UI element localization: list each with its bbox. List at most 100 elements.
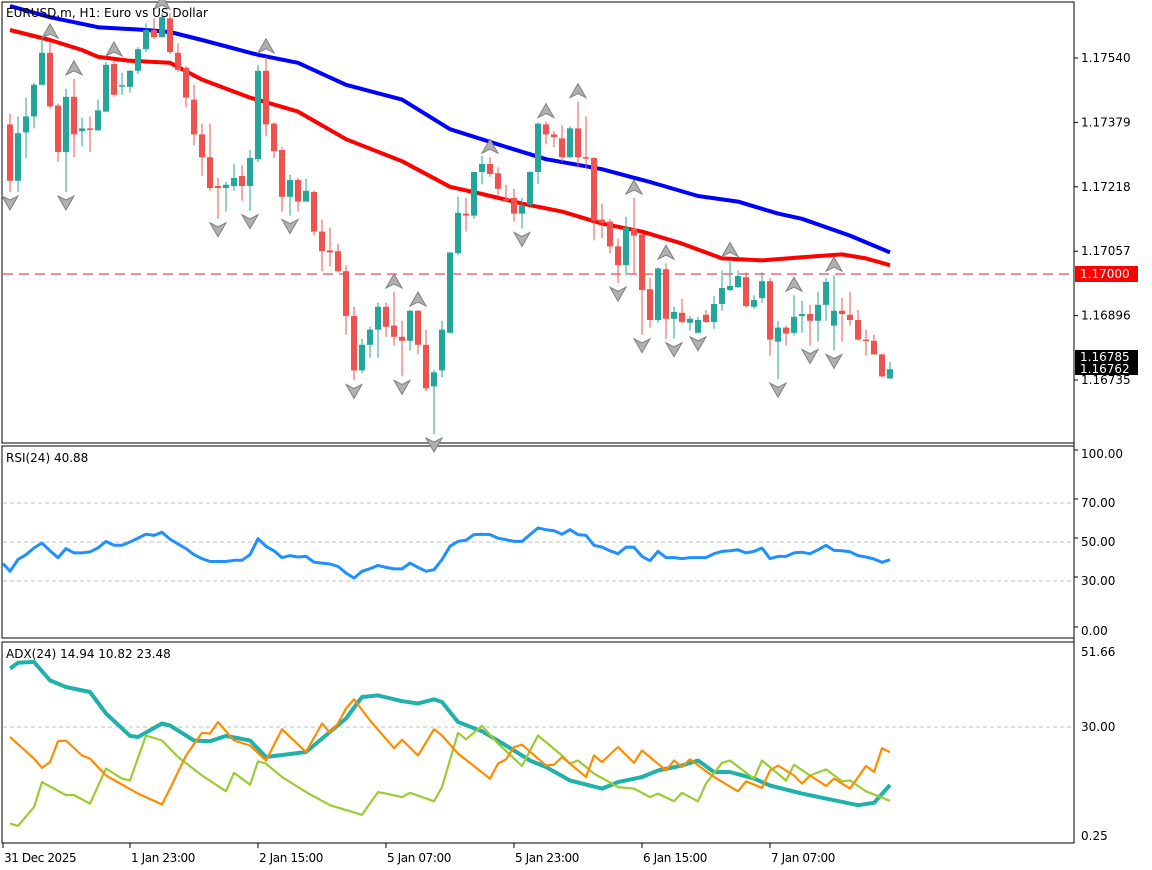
candle (287, 174, 293, 216)
candle (135, 47, 141, 74)
candle (79, 117, 85, 147)
candle (383, 302, 389, 337)
price-plot (0, 0, 1073, 454)
candle-body (623, 227, 629, 266)
candle (439, 320, 445, 378)
candle-body (839, 310, 845, 314)
candle-body (295, 180, 301, 202)
candle-body (407, 310, 413, 341)
candle (543, 121, 549, 145)
candle (519, 198, 525, 229)
candle-body (495, 173, 501, 189)
candle (159, 13, 165, 38)
price-tick-label: 1.16735 (1081, 373, 1131, 387)
candle (679, 298, 685, 324)
candle-body (335, 251, 341, 272)
candle-body (583, 157, 589, 159)
adx-tick-label: 51.66 (1081, 645, 1115, 659)
candle (375, 302, 381, 358)
candle (583, 116, 589, 168)
candle-body (719, 288, 725, 304)
candle (591, 157, 597, 241)
candle-body (487, 164, 493, 174)
candle (399, 320, 405, 377)
level-price-badge (1075, 266, 1138, 282)
candle (647, 278, 653, 328)
candle-body (559, 138, 565, 158)
fractal-down-arrow-icon (344, 383, 364, 400)
candle (223, 182, 229, 212)
candle-body (7, 124, 13, 181)
fractal-up-arrow-icon (656, 244, 676, 261)
fractal-down-arrow-icon (632, 337, 652, 354)
candle-body (855, 320, 861, 340)
candle (767, 278, 773, 356)
candle (695, 316, 701, 333)
candle-body (343, 271, 349, 316)
candle (303, 178, 309, 202)
current-price-label: 1.16762 (1080, 362, 1130, 376)
candle (847, 292, 853, 326)
candle-body (575, 128, 581, 158)
level-price-label: 1.17000 (1080, 267, 1130, 281)
candle (447, 252, 453, 334)
fractal-up-arrow-icon (40, 22, 60, 40)
fractal-down-arrow-icon (280, 218, 300, 235)
price-tick-label: 1.17379 (1081, 115, 1131, 129)
fractal-up-arrow-icon (824, 256, 844, 273)
candle-body (887, 369, 893, 379)
candle (735, 270, 741, 288)
candle-body (39, 52, 45, 85)
candle-body (375, 306, 381, 330)
candle (887, 361, 893, 380)
candle-body (799, 314, 805, 316)
candle (231, 164, 237, 191)
candle (183, 66, 189, 108)
candle-body (607, 221, 613, 247)
candle (119, 72, 125, 95)
candle-body (367, 329, 373, 345)
fractal-down-arrow-icon (800, 348, 820, 365)
fractal-down-arrow-icon (608, 286, 628, 303)
candle-body (655, 268, 661, 320)
candle-body (679, 312, 685, 322)
candle-body (647, 289, 653, 320)
current-price-label: 1.16785 (1080, 350, 1130, 364)
candle (87, 116, 93, 152)
candle-body (279, 150, 285, 197)
candle (743, 272, 749, 308)
candle (663, 263, 669, 339)
candle (7, 113, 13, 192)
time-tick-label: 7 Jan 07:00 (771, 851, 835, 865)
candle (15, 116, 21, 192)
price-tick-label: 1.17540 (1081, 51, 1131, 65)
candle (415, 310, 421, 355)
candle-body (119, 85, 125, 87)
candle (143, 23, 149, 52)
fractal-down-arrow-icon (424, 436, 444, 454)
candle-body (23, 116, 29, 133)
candle (295, 178, 301, 212)
candle-body (383, 306, 389, 327)
candle-body (503, 198, 509, 201)
candle-body (15, 133, 21, 181)
candle-body (615, 246, 621, 266)
candle (47, 42, 53, 109)
candle-body (751, 300, 757, 307)
rsi-title: RSI(24) 40.88 (6, 451, 88, 465)
candle (431, 369, 437, 434)
candle-body (599, 219, 605, 223)
candle-body (47, 52, 53, 107)
candle (575, 101, 581, 168)
candle-body (31, 84, 37, 117)
candle (703, 310, 709, 323)
candle-body (807, 314, 813, 321)
candle-body (775, 327, 781, 342)
candle (839, 298, 845, 342)
candle (607, 218, 613, 254)
fractal-up-arrow-icon (64, 59, 84, 76)
candle (103, 62, 109, 113)
candle (527, 171, 533, 206)
fractal-up-arrow-icon (384, 272, 404, 290)
